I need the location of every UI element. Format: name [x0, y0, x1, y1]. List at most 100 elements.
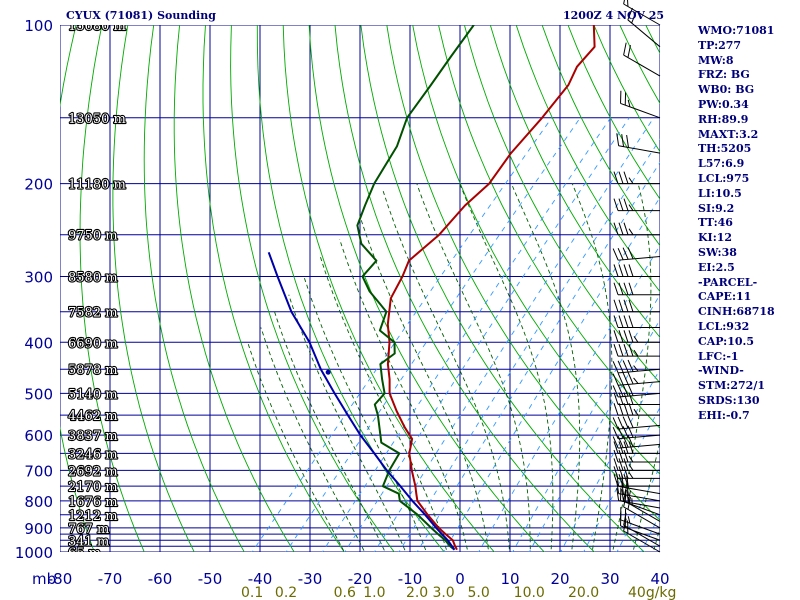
index-item: SI:9.2: [698, 201, 735, 215]
wind-barb: [612, 247, 661, 261]
mixing-ratio-line: [251, 117, 553, 552]
mixing-ratio-line: [583, 406, 660, 552]
temperature-tick-label: -60: [148, 570, 173, 588]
height-label: 4462 m: [68, 409, 118, 424]
parcel-line: [267, 251, 456, 551]
parcel-marker: [325, 369, 331, 375]
moist-adiabat: [303, 276, 427, 552]
height-label: 1676 m: [68, 495, 118, 510]
dry-adiabat: [230, 25, 395, 552]
mixing-ratio-line: [321, 117, 611, 552]
dry-adiabat: [202, 25, 345, 552]
temperature-tick-label: 0: [455, 570, 465, 588]
wind-barb: [613, 198, 660, 212]
index-item: RH:89.9: [698, 112, 749, 126]
dewpoint-line: [356, 25, 475, 551]
mixing-ratio-label: 20.0: [568, 585, 599, 600]
pressure-tick-label: 700: [24, 462, 53, 480]
moist-adiabat: [571, 183, 613, 552]
mixing-ratio-line: [373, 117, 655, 552]
pressure-tick-label: 1000: [15, 544, 53, 562]
plot-area: 15680 m 13050 m 11180 m 9750 m 8580 m 7582 m 6…: [60, 25, 660, 561]
wind-barb: [623, 0, 661, 26]
wind-barb: [620, 507, 661, 535]
moist-adiabat: [339, 239, 469, 552]
mixing-ratio-label: 40g/kg: [628, 585, 676, 600]
mixing-ratio-line: [528, 318, 660, 552]
index-item: -WIND-: [698, 364, 744, 378]
wind-barb: [613, 458, 660, 471]
chart-time: 1200Z 4 NOV 25: [563, 9, 665, 22]
dry-adiabat: [60, 25, 95, 552]
height-label: 2170 m: [68, 480, 118, 495]
height-labels: 15680 m 13050 m 11180 m 9750 m 8580 m 7582 m 6…: [67, 25, 127, 561]
dry-adiabat: [412, 25, 660, 475]
temperature-tick-label: 20: [550, 570, 569, 588]
height-label: 1212 m: [68, 509, 118, 524]
index-item: LCL:975: [698, 171, 750, 185]
temperature-tick-label: 40: [650, 570, 669, 588]
index-item: TH:5205: [698, 142, 752, 156]
dry-adiabat: [256, 25, 445, 552]
temperature-tick-label: -10: [398, 570, 423, 588]
mixing-ratio-label: 1.0: [363, 585, 385, 600]
moist-adiabat: [510, 183, 581, 552]
temperature-tick-label: -20: [348, 570, 373, 588]
wind-barb: [613, 403, 660, 416]
dry-adiabat: [334, 25, 595, 552]
temperature-tick-label: -30: [298, 570, 323, 588]
index-item: SW:38: [698, 245, 737, 259]
index-item: -PARCEL-: [698, 275, 758, 289]
wind-barb: [627, 7, 661, 48]
height-label: 9750 m: [68, 229, 118, 244]
dry-adiabat: [173, 25, 295, 552]
index-item: WMO:71081: [698, 24, 775, 37]
wind-barb: [620, 90, 661, 119]
height-label: 11180 m: [68, 178, 126, 193]
index-item: CAPE:11: [698, 290, 752, 304]
height-label: 341 m: [68, 534, 109, 549]
temperature-tick-label: -40: [248, 570, 273, 588]
wind-barb: [612, 415, 661, 430]
index-item: WB0: BG: [698, 83, 755, 97]
height-label: 6690 m: [68, 336, 118, 351]
temperature-tick-label: -80: [48, 570, 73, 588]
mixing-ratio-line: [398, 138, 660, 552]
pressure-unit-label: mb: [32, 570, 56, 588]
moist-adiabat: [416, 183, 531, 552]
index-item: KI:12: [698, 231, 733, 245]
dry-adiabat: [489, 25, 660, 339]
wind-barb: [613, 473, 660, 487]
moist-adiabat: [288, 294, 407, 552]
wind-barb: [612, 372, 661, 386]
dry-adiabat: [112, 25, 195, 552]
wind-barb: [623, 42, 661, 77]
height-label: 13050 m: [68, 112, 126, 127]
wind-barbs: [612, 0, 661, 553]
height-label: 767 m: [68, 522, 109, 537]
dry-adiabat: [463, 25, 660, 384]
dry-adiabat: [308, 25, 545, 552]
moist-adiabat: [260, 327, 366, 552]
temperature-line: [386, 25, 596, 551]
wind-barb: [616, 133, 661, 154]
index-item: CAP:10.5: [698, 334, 755, 348]
index-item: STM:272/1: [698, 379, 765, 393]
dry-adiabat: [79, 25, 145, 552]
moist-adiabat: [274, 311, 386, 552]
index-item: CINH:68718: [698, 305, 775, 319]
index-item: EHI:-0.7: [698, 408, 750, 422]
mixing-ratio-label: 2.0: [406, 585, 428, 600]
dry-adiabat: [541, 25, 660, 247]
height-label: 5878 m: [68, 363, 118, 378]
pressure-tick-label: 800: [24, 493, 53, 511]
height-label: 65 m: [68, 546, 101, 561]
height-label: 8580 m: [68, 270, 118, 285]
mixing-ratio-line: [344, 117, 630, 552]
temperature-tick-label: -70: [98, 570, 123, 588]
mixing-ratio-label: 3.0: [432, 585, 454, 600]
height-label: 5140 m: [68, 387, 118, 402]
index-item: MAXT:3.2: [698, 127, 759, 141]
wind-barb: [613, 282, 660, 296]
